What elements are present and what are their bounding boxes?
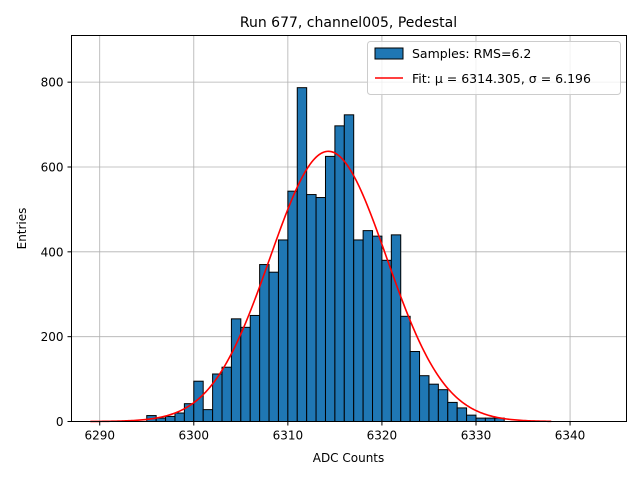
x-tick-label: 6300 [179,429,210,443]
y-tick-label: 600 [41,160,64,174]
y-tick-label: 200 [41,330,64,344]
histogram-bar [268,271,279,423]
y-tick-label: 400 [41,245,64,259]
histogram-bar [419,375,430,423]
histogram-bar [174,412,185,422]
histogram-bar [259,264,270,422]
histogram-bar [447,401,458,422]
histogram-bar [240,326,251,423]
histogram-bar [381,259,392,423]
histogram-bar [456,407,468,422]
histogram-bar [475,417,486,423]
x-tick-label: 6330 [461,429,492,443]
fit-curve [90,150,552,423]
histogram-bar [466,414,477,422]
y-tick-label: 800 [41,76,64,90]
histogram-bar [296,87,308,423]
legend-label-histogram: Samples: RMS=6.2 [412,46,531,61]
y-axis-label: Entries [15,208,29,250]
x-tick-label: 6310 [273,429,304,443]
histogram-bar [334,125,345,422]
histogram-bar [165,415,176,422]
x-axis-label: ADC Counts [313,451,385,465]
histogram-bar [409,351,421,422]
histogram-bar [343,114,355,422]
plot-frame [71,35,627,422]
histogram-bar [437,389,449,422]
histogram-bar [202,409,214,422]
legend-swatch-histogram [374,47,404,60]
chart-title: Run 677, channel005, Pedestal [240,15,457,31]
x-tick-label: 6340 [555,429,586,443]
x-axis-ticks: 6290 6300 6310 6320 6330 6340 [84,421,586,443]
legend-label-fit: Fit: μ = 6314.305, σ = 6.196 [412,71,591,86]
histogram-bar [287,190,298,422]
histogram-bar [353,239,364,422]
histogram-bar [428,383,439,422]
x-tick-label: 6290 [84,429,115,443]
histogram-bar [315,197,326,422]
histogram-bar [400,315,411,422]
histogram-bars [146,87,505,423]
legend-box [367,41,621,95]
histogram-bar [221,366,232,423]
histogram-bar [372,235,383,422]
histogram-bar [324,155,336,422]
x-tick-label: 6320 [367,429,398,443]
fit-curve-layer [90,150,552,423]
histogram-bar [362,230,374,422]
histogram-bar [277,239,289,422]
y-tick-label: 0 [56,415,64,429]
histogram-bar [230,318,242,423]
histogram-bar [390,234,402,422]
y-axis-ticks: 0 200 400 600 800 [41,76,72,429]
histogram-bar [306,194,317,422]
histogram-bar [484,417,496,423]
histogram-bar [249,314,261,423]
legend: Samples: RMS=6.2 Fit: μ = 6314.305, σ = … [367,41,621,95]
